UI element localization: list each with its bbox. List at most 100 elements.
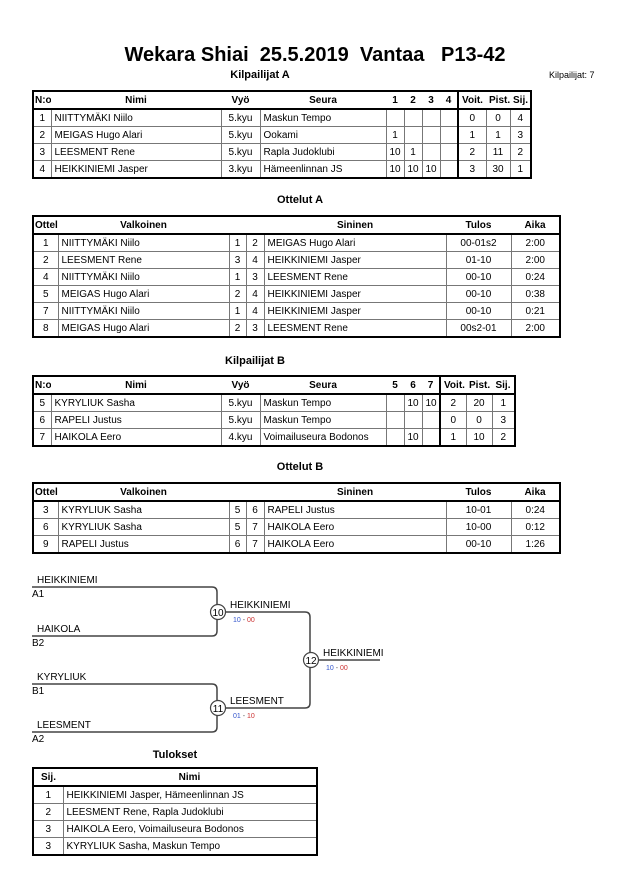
table-cell: HEIKKINIEMI Jasper <box>50 160 222 179</box>
column-header: Sininen <box>264 483 446 502</box>
entrant-name: HAIKOLA <box>37 624 81 635</box>
table-cell: NIITTYMÄKI Niilo <box>57 268 230 286</box>
table-cell: LEESMENT Rene <box>50 143 222 161</box>
table-cell: 3 <box>457 160 487 179</box>
pool-a-table: N:o Nimi Vyö Seura 1 2 3 4 Voit. Pist. Sij. 1 NIITTY… <box>32 90 532 179</box>
column-header <box>229 483 246 502</box>
match-winner: HEIKKINIEMI <box>323 648 384 659</box>
table-row: 3 HAIKOLA Eero, Voimailuseura Bodonos <box>32 820 318 838</box>
match-circle <box>209 603 227 621</box>
column-header: 2 <box>404 91 422 110</box>
table-cell: 1 <box>228 268 247 286</box>
table-cell: 0 <box>485 108 511 127</box>
table-cell: 0 <box>457 108 487 127</box>
column-header: Valkoinen <box>58 216 229 235</box>
table-cell: 10 <box>403 428 423 447</box>
table-cell: 00s2-01 <box>445 319 512 338</box>
table-cell: Maskun Tempo <box>259 393 387 412</box>
table-row: 3 KYRYLIUK Sasha, Maskun Tempo <box>32 837 318 856</box>
table-cell: 00-10 <box>445 285 512 303</box>
column-header: Seura <box>260 91 386 110</box>
column-header: Seura <box>260 376 386 395</box>
column-header: Nimi <box>51 376 221 395</box>
entrant-seed: A1 <box>32 589 45 600</box>
table-row: 3 KYRYLIUK Sasha 5 6 RAPELI Justus 10-01 0:24 <box>32 500 561 519</box>
table-cell <box>385 428 405 447</box>
table-cell: KYRYLIUK Sasha <box>57 518 230 536</box>
table-cell: 1:26 <box>510 535 561 554</box>
table-cell <box>421 108 441 127</box>
competitor-count: Kilpailijat: 7 <box>549 70 595 80</box>
score-white: 01 <box>233 713 241 720</box>
header-row: Sij. Nimi <box>33 768 317 787</box>
table-cell: 30 <box>485 160 511 179</box>
column-header: N:o <box>33 91 51 110</box>
column-header: Nimi <box>63 768 317 787</box>
table-cell: 8 <box>32 319 59 338</box>
table-cell <box>439 126 459 144</box>
table-row: 3 LEESMENT Rene 5.kyu Rapla Judoklubi 10 1 2 11… <box>32 143 532 161</box>
table-cell: 20 <box>465 393 493 412</box>
column-header: 7 <box>422 376 440 395</box>
table-cell: 10 <box>465 428 493 447</box>
svg-text:10 - 00: 10 - 00 <box>233 617 255 624</box>
table-cell: 01-10 <box>445 251 512 269</box>
score-blue: 00 <box>247 617 255 624</box>
column-header: 5 <box>386 376 404 395</box>
table-cell: Maskun Tempo <box>259 108 387 127</box>
column-header: 3 <box>422 91 440 110</box>
score-blue: 00 <box>340 665 348 672</box>
table-cell: 5.kyu <box>220 393 261 412</box>
table-cell: 10 <box>403 393 423 412</box>
match-number: 12 <box>305 656 317 667</box>
table-cell: RAPELI Justus <box>57 535 230 554</box>
table-cell: 5 <box>228 500 247 519</box>
table-cell <box>421 143 441 161</box>
table-row: 6 RAPELI Justus 5.kyu Maskun Tempo 0 0 3 <box>32 411 516 429</box>
table-cell: HEIKKINIEMI Jasper, Hämeenlinnan JS <box>62 785 318 804</box>
matches-b-title: Ottelut B <box>276 461 324 473</box>
table-row: 2 MEIGAS Hugo Alari 5.kyu Ookami 1 1 1 3 <box>32 126 532 144</box>
table-cell: KYRYLIUK Sasha <box>57 500 230 519</box>
table-cell <box>385 393 405 412</box>
column-header: N:o <box>33 376 51 395</box>
table-cell: 10 <box>421 160 441 179</box>
table-cell: 2 <box>32 803 64 821</box>
table-row: 7 HAIKOLA Eero 4.kyu Voimailuseura Bodonos 1… <box>32 428 516 447</box>
table-cell: 7 <box>32 302 59 320</box>
table-cell: 11 <box>485 143 511 161</box>
table-cell: 10 <box>403 160 423 179</box>
matches-a-title: Ottelut A <box>276 194 324 206</box>
svg-text:01 - 10: 01 - 10 <box>233 713 255 720</box>
match-winner: LEESMENT <box>230 696 284 707</box>
table-cell: 3 <box>245 319 265 338</box>
matches-b-table: OtteluValkoinenSininenTulosAika3KYRYLIUK… <box>32 482 561 554</box>
table-cell: 4 <box>245 302 265 320</box>
column-header: Ottelu <box>33 216 58 235</box>
page-title: Wekara Shiai 25.5.2019 Vantaa P13-42 <box>124 44 506 66</box>
match-number: 11 <box>213 704 224 715</box>
column-header: Tulos <box>446 483 511 502</box>
table-cell: Rapla Judoklubi <box>259 143 387 161</box>
table-cell: 3 <box>245 268 265 286</box>
column-header: 6 <box>404 376 422 395</box>
results-table: Sij. Nimi 1 HEIKKINIEMI Jasper, Hämeenlinna… <box>32 767 318 856</box>
table-cell: 2 <box>32 251 59 269</box>
column-header: Nimi <box>51 91 221 110</box>
table-cell: 2 <box>439 393 467 412</box>
table-row: 6 KYRYLIUK Sasha 5 7 HAIKOLA Eero 10-00 0:12 <box>32 518 561 536</box>
table-cell: 5.kyu <box>220 126 261 144</box>
table-cell: 5 <box>228 518 247 536</box>
table-cell: 6 <box>228 535 247 554</box>
column-header: Valkoinen <box>58 483 229 502</box>
table-cell: 4 <box>32 160 52 179</box>
table-cell: 6 <box>245 500 265 519</box>
table-cell: NIITTYMÄKI Niilo <box>50 108 222 127</box>
table-cell: 3 <box>509 126 532 144</box>
table-cell: 2 <box>32 126 52 144</box>
table-cell <box>385 108 405 127</box>
table-row: 4 HEIKKINIEMI Jasper 3.kyu Hämeenlinnan JS 1… <box>32 160 532 179</box>
column-header <box>246 483 264 502</box>
table-cell: 1 <box>485 126 511 144</box>
